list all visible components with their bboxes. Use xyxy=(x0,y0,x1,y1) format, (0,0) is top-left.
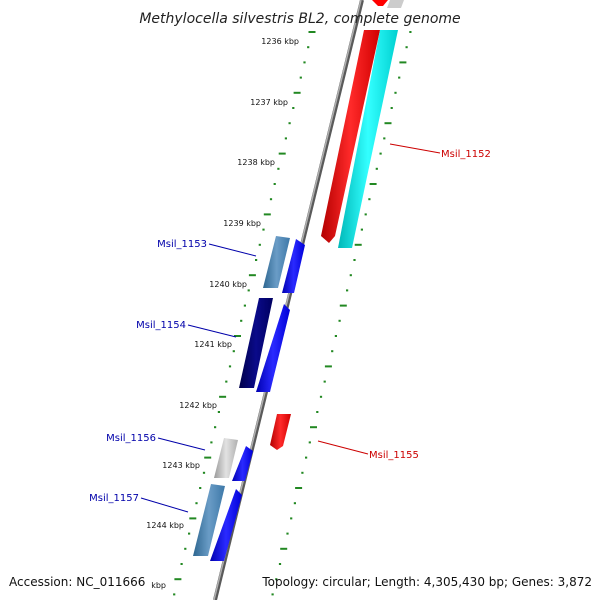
gene-label-msil-1157[interactable]: Msil_1157 xyxy=(89,493,139,504)
outer-tick-track xyxy=(271,31,412,596)
map-title: Methylocella silvestris BL2, complete ge… xyxy=(139,11,460,27)
tick-label: 1241 kbp xyxy=(194,340,232,349)
tick-label: 1242 kbp xyxy=(179,401,217,410)
tick-label: 1237 kbp xyxy=(250,98,288,107)
gene-msil-1152-feature[interactable] xyxy=(321,0,404,248)
gene-msil-1154-feature[interactable] xyxy=(239,298,290,392)
gene-msil-1156-feature[interactable] xyxy=(214,438,253,481)
gene-msil-1155-feature[interactable] xyxy=(270,414,291,450)
tick-label: 1239 kbp xyxy=(223,219,261,228)
gene-labels: Msil_1152 Msil_1153 Msil_1154 Msil_1155 … xyxy=(89,149,491,504)
gene-label-msil-1153[interactable]: Msil_1153 xyxy=(157,239,207,250)
accession-text: Accession: NC_011666 xyxy=(9,575,145,589)
tick-label: 1238 kbp xyxy=(237,158,275,167)
gene-label-msil-1154[interactable]: Msil_1154 xyxy=(136,320,186,331)
inner-tick-track xyxy=(173,31,316,596)
tick-labels: 1236 kbp 1237 kbp 1238 kbp 1239 kbp 1240… xyxy=(146,37,299,590)
gene-msil-1153-feature[interactable] xyxy=(263,236,305,293)
tick-label: 1244 kbp xyxy=(146,521,184,530)
tick-label: kbp xyxy=(151,581,166,590)
gene-label-msil-1156[interactable]: Msil_1156 xyxy=(106,433,156,444)
tick-label: 1236 kbp xyxy=(261,37,299,46)
gene-label-msil-1155[interactable]: Msil_1155 xyxy=(369,450,419,461)
topology-text: Topology: circular; Length: 4,305,430 bp… xyxy=(261,575,592,589)
tick-label: 1240 kbp xyxy=(209,280,247,289)
callout-lines xyxy=(140,143,441,513)
gene-label-msil-1152[interactable]: Msil_1152 xyxy=(441,149,491,160)
gene-msil-1157-feature[interactable] xyxy=(193,484,242,561)
tick-label: 1243 kbp xyxy=(162,461,200,470)
